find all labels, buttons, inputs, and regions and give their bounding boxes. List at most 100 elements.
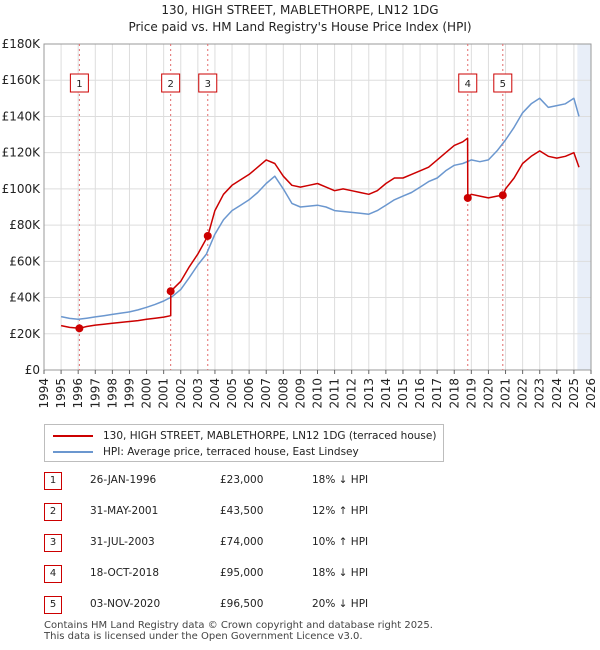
- y-tick-label: £140K: [2, 109, 42, 123]
- x-tick-label: 2001: [157, 378, 171, 409]
- footer-attribution: Contains HM Land Registry data © Crown c…: [44, 620, 433, 642]
- legend-label-property: 130, HIGH STREET, MABLETHORPE, LN12 1DG …: [103, 430, 437, 442]
- sale-point: [498, 191, 507, 200]
- title-line-1: 130, HIGH STREET, MABLETHORPE, LN12 1DG: [161, 3, 439, 17]
- legend-item-hpi: HPI: Average price, terraced house, East…: [53, 444, 359, 460]
- x-tick-label: 2024: [550, 378, 564, 409]
- y-tick-label: £160K: [2, 73, 42, 87]
- sale-marker-box: [493, 73, 513, 93]
- x-tick-label: 1994: [37, 378, 51, 409]
- sale-row: 4 18-OCT-2018 £95,000 18% ↓ HPI: [44, 565, 584, 583]
- property-price-line: [60, 137, 580, 330]
- sale-row: 2 31-MAY-2001 £43,500 12% ↑ HPI: [44, 503, 584, 521]
- sale-number-badge: 1: [44, 472, 62, 490]
- sale-date: 26-JAN-1996: [90, 474, 157, 486]
- y-tick-label: £100K: [2, 182, 42, 196]
- x-tick-label: 2013: [362, 378, 376, 409]
- sale-row: 1 26-JAN-1996 £23,000 18% ↓ HPI: [44, 472, 584, 490]
- sale-marker-label: 3: [205, 79, 211, 90]
- y-tick-label: £0: [25, 363, 40, 377]
- sale-marker-box: [198, 73, 218, 93]
- x-tick-label: 2026: [584, 378, 598, 409]
- footer-line-2: This data is licensed under the Open Gov…: [44, 631, 363, 642]
- legend-item-property: 130, HIGH STREET, MABLETHORPE, LN12 1DG …: [53, 428, 436, 444]
- x-tick-label: 2014: [379, 378, 393, 409]
- x-tick-label: 2010: [311, 378, 325, 409]
- chart-legend: 130, HIGH STREET, MABLETHORPE, LN12 1DG …: [44, 424, 444, 462]
- legend-label-hpi: HPI: Average price, terraced house, East…: [103, 446, 359, 458]
- x-tick-label: 2007: [259, 378, 273, 409]
- sale-number-badge: 3: [44, 534, 62, 552]
- x-tick-label: 2004: [208, 378, 222, 409]
- sale-row: 5 03-NOV-2020 £96,500 20% ↓ HPI: [44, 596, 584, 614]
- sale-date: 03-NOV-2020: [90, 598, 161, 610]
- y-tick-label: £40K: [9, 291, 41, 305]
- chart-title: 130, HIGH STREET, MABLETHORPE, LN12 1DG …: [0, 2, 600, 36]
- sale-number-badge: 4: [44, 565, 62, 583]
- x-tick-label: 1995: [54, 378, 68, 409]
- x-tick-label: 2017: [430, 378, 444, 409]
- x-tick-label: 2003: [191, 378, 205, 409]
- x-tick-label: 2015: [396, 378, 410, 409]
- x-tick-label: 2020: [481, 378, 495, 409]
- x-tick-label: 2012: [345, 378, 359, 409]
- hpi-line: [60, 97, 580, 321]
- x-tick-label: 2023: [533, 378, 547, 409]
- sale-price: £95,000: [220, 567, 264, 579]
- sale-marker-label: 5: [500, 79, 506, 90]
- y-tick-label: £80K: [9, 218, 41, 232]
- sale-number-badge: 2: [44, 503, 62, 521]
- sale-date: 31-MAY-2001: [90, 505, 159, 517]
- sale-marker-label: 4: [465, 79, 471, 90]
- x-tick-label: 2006: [242, 378, 256, 409]
- sale-point: [166, 287, 175, 296]
- legend-swatch-property: [53, 435, 93, 437]
- x-tick-label: 2005: [225, 378, 239, 409]
- sale-marker-box: [69, 73, 89, 93]
- x-tick-label: 2025: [567, 378, 581, 409]
- sale-price: £74,000: [220, 536, 264, 548]
- legend-swatch-hpi: [53, 451, 93, 453]
- x-tick-label: 2008: [276, 378, 290, 409]
- sale-hpi-diff: 18% ↓ HPI: [312, 474, 369, 486]
- x-tick-label: 2011: [328, 378, 342, 409]
- sale-hpi-diff: 12% ↑ HPI: [312, 505, 369, 517]
- sale-number-badge: 5: [44, 596, 62, 614]
- y-tick-label: £120K: [2, 146, 42, 160]
- sale-hpi-diff: 20% ↓ HPI: [312, 598, 369, 610]
- x-tick-label: 2022: [516, 378, 530, 409]
- sale-point: [203, 231, 212, 240]
- y-tick-label: £180K: [2, 37, 42, 51]
- sale-hpi-diff: 18% ↓ HPI: [312, 567, 369, 579]
- sale-marker-label: 2: [167, 79, 173, 90]
- x-tick-label: 2000: [140, 378, 154, 409]
- sale-point: [75, 324, 84, 333]
- y-tick-label: £20K: [9, 327, 41, 341]
- x-tick-label: 2018: [447, 378, 461, 409]
- footer-line-1: Contains HM Land Registry data © Crown c…: [44, 620, 433, 631]
- x-tick-label: 1996: [71, 378, 85, 409]
- sale-row: 3 31-JUL-2003 £74,000 10% ↑ HPI: [44, 534, 584, 552]
- sale-hpi-diff: 10% ↑ HPI: [312, 536, 369, 548]
- sale-date: 18-OCT-2018: [90, 567, 159, 579]
- x-tick-label: 2009: [293, 378, 307, 409]
- x-tick-label: 2002: [174, 378, 188, 409]
- forecast-shade: [577, 44, 591, 370]
- title-line-2: Price paid vs. HM Land Registry's House …: [128, 20, 472, 34]
- x-tick-label: 1998: [105, 378, 119, 409]
- x-tick-label: 2016: [413, 378, 427, 409]
- x-tick-label: 2019: [464, 378, 478, 409]
- sale-marker-box: [161, 73, 181, 93]
- sale-date: 31-JUL-2003: [90, 536, 155, 548]
- sale-price: £96,500: [220, 598, 264, 610]
- sale-marker-box: [458, 73, 478, 93]
- x-tick-label: 1999: [122, 378, 136, 409]
- sale-price: £43,500: [220, 505, 264, 517]
- price-chart: £0 £20K £40K £60K £80K £100K £120K £140K £160K £1…: [2, 37, 598, 409]
- sale-marker-label: 1: [76, 79, 82, 90]
- x-tick-label: 2021: [499, 378, 513, 409]
- x-tick-label: 1997: [88, 378, 102, 409]
- sale-point: [463, 193, 472, 202]
- y-tick-label: £60K: [9, 254, 41, 268]
- sale-price: £23,000: [220, 474, 264, 486]
